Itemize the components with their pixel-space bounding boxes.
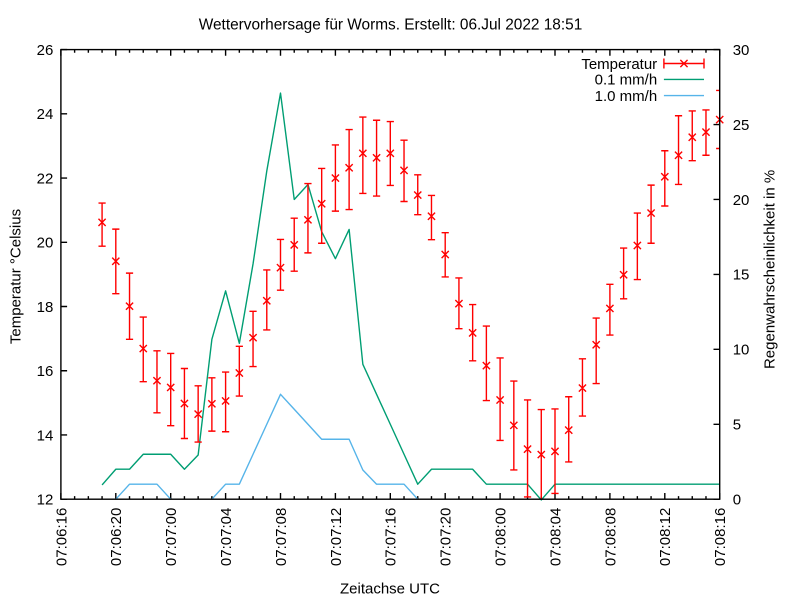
svg-text:14: 14 bbox=[37, 427, 54, 444]
svg-text:Temperatur: Temperatur bbox=[581, 56, 657, 73]
svg-text:07:08:00: 07:08:00 bbox=[493, 508, 510, 566]
svg-text:16: 16 bbox=[37, 363, 54, 380]
svg-text:30: 30 bbox=[733, 42, 750, 59]
svg-text:1.0 mm/h: 1.0 mm/h bbox=[595, 88, 658, 105]
svg-text:07:07:08: 07:07:08 bbox=[273, 508, 290, 566]
svg-text:15: 15 bbox=[733, 267, 750, 284]
svg-text:0.1 mm/h: 0.1 mm/h bbox=[595, 72, 658, 89]
svg-text:5: 5 bbox=[733, 417, 741, 434]
svg-text:07:07:16: 07:07:16 bbox=[383, 508, 400, 566]
svg-text:07:06:16: 07:06:16 bbox=[53, 508, 70, 566]
svg-text:0: 0 bbox=[733, 492, 741, 509]
svg-text:Temperatur °Celsius: Temperatur °Celsius bbox=[8, 209, 25, 344]
svg-text:07:08:08: 07:08:08 bbox=[602, 508, 619, 566]
svg-text:12: 12 bbox=[37, 492, 54, 509]
svg-text:Zeitachse UTC: Zeitachse UTC bbox=[340, 581, 440, 598]
svg-text:07:06:20: 07:06:20 bbox=[108, 508, 125, 566]
svg-text:18: 18 bbox=[37, 299, 54, 316]
svg-text:24: 24 bbox=[37, 106, 54, 123]
svg-text:07:08:04: 07:08:04 bbox=[547, 508, 564, 566]
svg-text:07:07:20: 07:07:20 bbox=[438, 508, 455, 566]
svg-text:Wettervorhersage für Worms. Er: Wettervorhersage für Worms. Erstellt: 06… bbox=[199, 17, 583, 34]
svg-text:26: 26 bbox=[37, 42, 54, 59]
svg-text:22: 22 bbox=[37, 170, 54, 187]
svg-text:07:07:04: 07:07:04 bbox=[218, 508, 235, 566]
svg-text:Regenwahrscheinlichkeit in %: Regenwahrscheinlichkeit in % bbox=[761, 170, 778, 369]
svg-text:07:08:12: 07:08:12 bbox=[657, 508, 674, 566]
svg-text:20: 20 bbox=[37, 235, 54, 252]
svg-text:07:08:16: 07:08:16 bbox=[712, 508, 729, 566]
svg-text:20: 20 bbox=[733, 192, 750, 209]
svg-text:25: 25 bbox=[733, 117, 750, 134]
svg-text:10: 10 bbox=[733, 342, 750, 359]
svg-text:07:07:00: 07:07:00 bbox=[163, 508, 180, 566]
svg-text:07:07:12: 07:07:12 bbox=[328, 508, 345, 566]
